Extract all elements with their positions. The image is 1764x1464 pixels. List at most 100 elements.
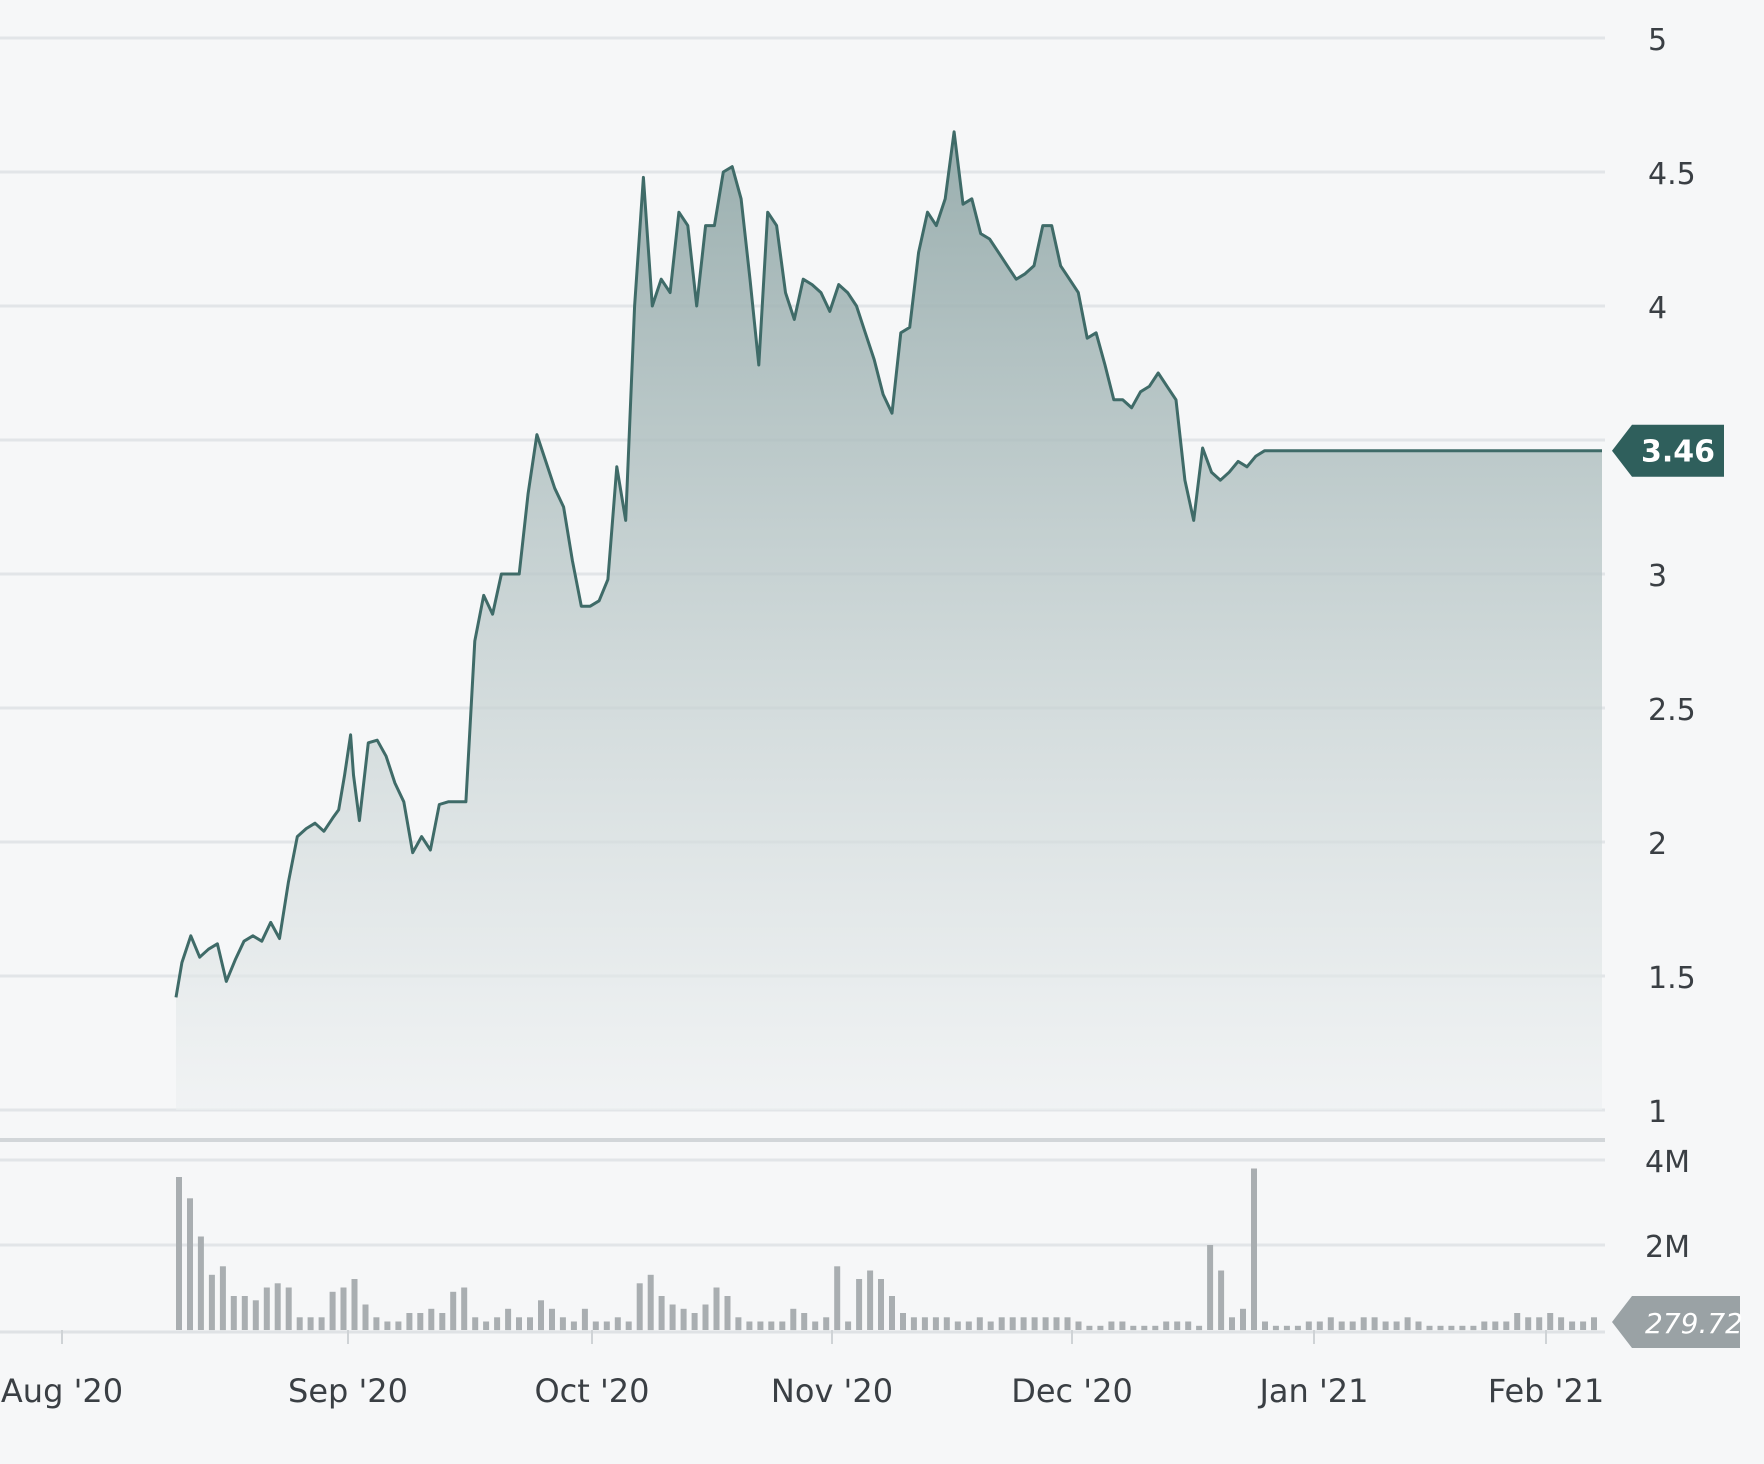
volume-bar [1316, 1321, 1323, 1330]
volume-bar [428, 1308, 435, 1331]
volume-bar [932, 1317, 939, 1331]
price-tick-label: 4 [1648, 291, 1667, 326]
volume-bar [1437, 1325, 1444, 1331]
x-tick-label: Dec '20 [1011, 1372, 1133, 1410]
volume-bar [790, 1308, 797, 1331]
volume-bar [757, 1321, 764, 1330]
volume-tick-label: 4M [1645, 1145, 1690, 1180]
volume-bar [559, 1317, 566, 1331]
volume-bar [1009, 1317, 1016, 1331]
volume-bar [867, 1270, 874, 1330]
volume-bar [1130, 1325, 1137, 1331]
volume-bar [1262, 1321, 1268, 1330]
volume-bar [1086, 1325, 1093, 1331]
volume-bar [549, 1308, 555, 1331]
last-price-label: 3.46 [1641, 435, 1715, 470]
volume-bar [176, 1177, 182, 1330]
volume-bar [187, 1198, 193, 1331]
volume-bar [1174, 1321, 1181, 1330]
volume-bar [340, 1287, 347, 1330]
volume-bar [1064, 1317, 1071, 1331]
volume-bar [1525, 1317, 1532, 1331]
volume-bar [954, 1321, 961, 1330]
volume-bar [702, 1304, 709, 1330]
volume-bar [1470, 1325, 1477, 1331]
volume-bar [1031, 1317, 1038, 1331]
volume-bar [658, 1296, 665, 1330]
volume-bar [1240, 1308, 1246, 1331]
volume-bar [274, 1283, 281, 1331]
volume-bar [1207, 1245, 1214, 1330]
volume-bar [812, 1321, 819, 1330]
volume-bar [450, 1291, 457, 1331]
volume-bar [439, 1313, 446, 1330]
last-volume-badge [1612, 1296, 1740, 1348]
last-price-badge [1612, 424, 1724, 477]
price-area [176, 131, 1602, 1111]
volume-bar [845, 1321, 852, 1330]
volume-bar [1053, 1317, 1060, 1331]
volume-bar [384, 1321, 391, 1330]
volume-bar [768, 1321, 775, 1330]
volume-bar [285, 1287, 292, 1330]
volume-bar [362, 1304, 369, 1330]
volume-bar [889, 1296, 895, 1330]
price-tick-label: 4.5 [1648, 157, 1696, 192]
volume-bar [1042, 1317, 1049, 1331]
volume-bar [1415, 1321, 1422, 1330]
value-badges: 3.46 279.72 [1612, 424, 1743, 1348]
last-volume-label: 279.72 [1645, 1307, 1743, 1340]
volume-bar [1514, 1313, 1521, 1330]
volume-bar [1591, 1317, 1597, 1331]
price-line-path [174, 130, 1602, 998]
volume-bar [1503, 1321, 1510, 1330]
volume-bar [1459, 1325, 1466, 1331]
volume-bar [1218, 1270, 1225, 1330]
volume-tick-label: 2M [1645, 1230, 1690, 1265]
x-tick-label: Oct '20 [534, 1372, 649, 1410]
volume-bar [746, 1321, 753, 1330]
volume-bar [1448, 1325, 1455, 1331]
volume-bar [197, 1236, 204, 1330]
volume-bar [263, 1287, 270, 1330]
volume-bar [417, 1313, 424, 1330]
volume-bar [1360, 1317, 1367, 1331]
volume-bar [296, 1317, 303, 1331]
volume-bar [943, 1317, 950, 1331]
volume-bar [921, 1317, 928, 1331]
volume-bar [1119, 1321, 1126, 1330]
volume-bar [307, 1317, 314, 1331]
volume-bar [669, 1304, 676, 1330]
volume-bar [527, 1317, 533, 1331]
volume-bar [900, 1313, 906, 1330]
volume-bar [1075, 1321, 1082, 1330]
volume-bar [570, 1321, 577, 1330]
volume-bar [1349, 1321, 1356, 1330]
price-area-fill [176, 131, 1602, 1111]
volume-bar [1404, 1317, 1411, 1331]
volume-bar [395, 1321, 402, 1330]
volume-bar [1371, 1317, 1378, 1331]
volume-bar [1152, 1325, 1159, 1331]
volume-bar [1272, 1325, 1279, 1331]
volume-bar [1196, 1325, 1203, 1331]
volume-bar [987, 1321, 994, 1330]
volume-bar [1547, 1313, 1554, 1330]
volume-bar [976, 1317, 983, 1331]
price-tick-label: 1 [1648, 1095, 1667, 1130]
volume-bar [505, 1308, 512, 1331]
volume-bar [208, 1274, 215, 1331]
volume-bars [176, 1168, 1597, 1331]
volume-bar [1580, 1321, 1587, 1330]
volume-bar [1393, 1321, 1400, 1330]
volume-bar [592, 1321, 599, 1330]
volume-bar [680, 1308, 687, 1331]
volume-bar [878, 1279, 884, 1330]
volume-bar [823, 1317, 830, 1331]
volume-bar [1426, 1325, 1433, 1331]
volume-bar [691, 1313, 698, 1330]
volume-bar [483, 1321, 490, 1330]
volume-bar [1251, 1168, 1257, 1330]
